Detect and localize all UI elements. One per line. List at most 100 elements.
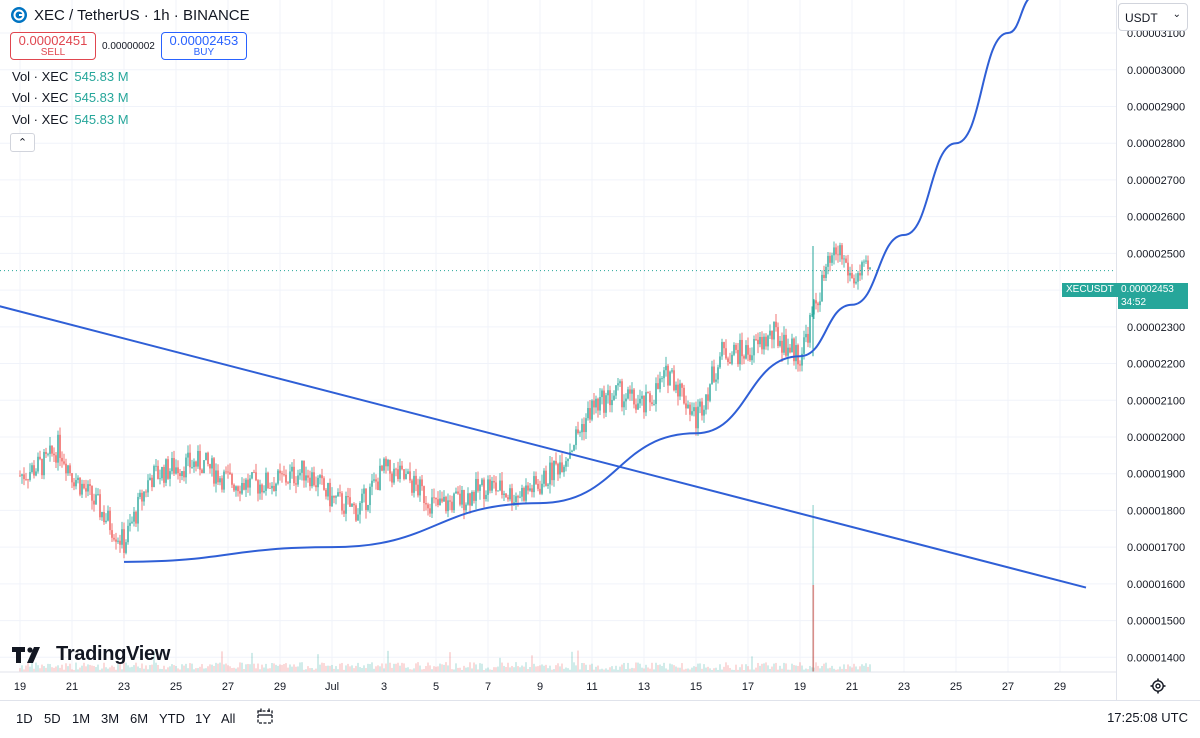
candle-body	[687, 404, 689, 409]
candle-body	[173, 458, 175, 474]
candle-body	[535, 476, 537, 484]
candle-body	[867, 260, 869, 270]
y-tick-label: 0.00003000	[1127, 65, 1185, 77]
range-button-1d[interactable]: 1D	[16, 711, 33, 726]
candle-body	[619, 381, 621, 384]
range-button-5d[interactable]: 5D	[44, 711, 61, 726]
volume-legend-row[interactable]: Vol · XEC 545.83 M	[12, 90, 129, 105]
sell-button[interactable]: 0.00002451 SELL	[10, 32, 96, 60]
volume-bar	[733, 669, 735, 672]
candle-body	[303, 460, 305, 481]
candle-body	[47, 453, 49, 455]
x-tick-label: 21	[66, 681, 78, 693]
volume-bar	[53, 667, 55, 672]
candle-body	[429, 508, 431, 514]
candle-body	[159, 478, 161, 480]
candle-body	[451, 501, 453, 511]
currency-selector[interactable]: USDT ⌄	[1118, 3, 1188, 31]
volume-bar	[71, 669, 73, 672]
volume-bar	[395, 663, 397, 672]
candle-body	[635, 404, 637, 410]
volume-bar	[281, 664, 283, 672]
range-button-3m[interactable]: 3M	[101, 711, 120, 726]
volume-bar	[463, 665, 465, 672]
tradingview-logo[interactable]: TradingView	[12, 643, 170, 666]
candle-body	[827, 255, 829, 267]
price-chart[interactable]: 0.00001400 0.00001500 0.00001600 0.00001700…	[0, 0, 1200, 700]
candle-body	[279, 470, 281, 474]
candle-body	[309, 477, 311, 487]
volume-bar	[35, 662, 37, 672]
candle-body	[801, 353, 803, 366]
candle-body	[731, 354, 733, 364]
candle-body	[269, 488, 271, 489]
range-button-all[interactable]: All	[221, 711, 236, 726]
utc-clock[interactable]: 17:25:08 UTC	[1107, 710, 1188, 725]
candle-body	[657, 383, 659, 389]
candle-body	[195, 461, 197, 467]
candle-body	[403, 469, 405, 479]
volume-bar	[601, 668, 603, 672]
volume-bar	[837, 669, 839, 672]
candle-body	[445, 496, 447, 512]
volume-legend-row[interactable]: Vol · XEC 545.83 M	[12, 112, 129, 127]
volume-bar	[585, 664, 587, 672]
symbol-header: XEC / TetherUS · 1h · BINANCE	[10, 6, 250, 24]
range-button-1m[interactable]: 1M	[72, 711, 91, 726]
candle-body	[289, 471, 291, 484]
calendar-icon[interactable]	[256, 707, 274, 725]
candle-body	[251, 472, 253, 479]
volume-bar	[91, 665, 93, 672]
volume-bar	[583, 663, 585, 672]
volume-bar	[249, 664, 251, 672]
range-button-1y[interactable]: 1Y	[195, 711, 211, 726]
volume-bar	[557, 663, 559, 672]
candle-body	[229, 472, 231, 474]
volume-bar	[677, 667, 679, 672]
candle-body	[175, 467, 177, 474]
gear-icon[interactable]	[1150, 678, 1166, 694]
candle-body	[107, 510, 109, 521]
volume-bar	[709, 668, 711, 672]
volume-bar	[775, 662, 777, 672]
volume-bar	[439, 663, 441, 672]
volume-bar	[869, 664, 871, 672]
range-button-ytd[interactable]: YTD	[159, 711, 185, 726]
volume-bar	[133, 665, 135, 672]
chevron-up-icon[interactable]: ⌃	[10, 133, 35, 152]
candle-body	[625, 398, 627, 402]
last-price-label: 0.00002453 34:52	[1118, 283, 1188, 309]
candle-body	[583, 424, 585, 433]
volume-bar	[59, 667, 61, 672]
candle-body	[477, 478, 479, 491]
candle-body	[397, 469, 399, 479]
volume-bar	[491, 669, 493, 672]
candle-body	[663, 370, 665, 379]
candle-body	[533, 476, 535, 493]
volume-bar	[575, 665, 577, 672]
volume-bar	[779, 665, 781, 672]
volume-bar	[61, 664, 63, 672]
candle-body	[323, 478, 325, 490]
range-button-6m[interactable]: 6M	[130, 711, 149, 726]
candle-body	[145, 491, 147, 493]
volume-legend-row[interactable]: Vol · XEC 545.83 M	[12, 69, 129, 84]
candle-body	[767, 335, 769, 347]
x-tick-label: 17	[742, 681, 754, 693]
candle-body	[485, 494, 487, 500]
symbol-title[interactable]: XEC / TetherUS · 1h · BINANCE	[34, 6, 250, 24]
buy-button[interactable]: 0.00002453 BUY	[160, 32, 247, 60]
y-tick-label: 0.00002000	[1127, 432, 1185, 444]
volume-bar	[457, 667, 459, 672]
sell-label: SELL	[40, 46, 66, 58]
candle-body	[19, 475, 21, 477]
candle-body	[213, 458, 215, 484]
volume-bar	[351, 665, 353, 672]
y-tick-label: 0.00002600	[1127, 212, 1185, 224]
candle-body	[211, 458, 213, 469]
candle-body	[85, 488, 87, 492]
candle-body	[649, 393, 651, 403]
candle-body	[611, 399, 613, 406]
volume-bar	[55, 666, 57, 672]
candle-body	[209, 464, 211, 469]
